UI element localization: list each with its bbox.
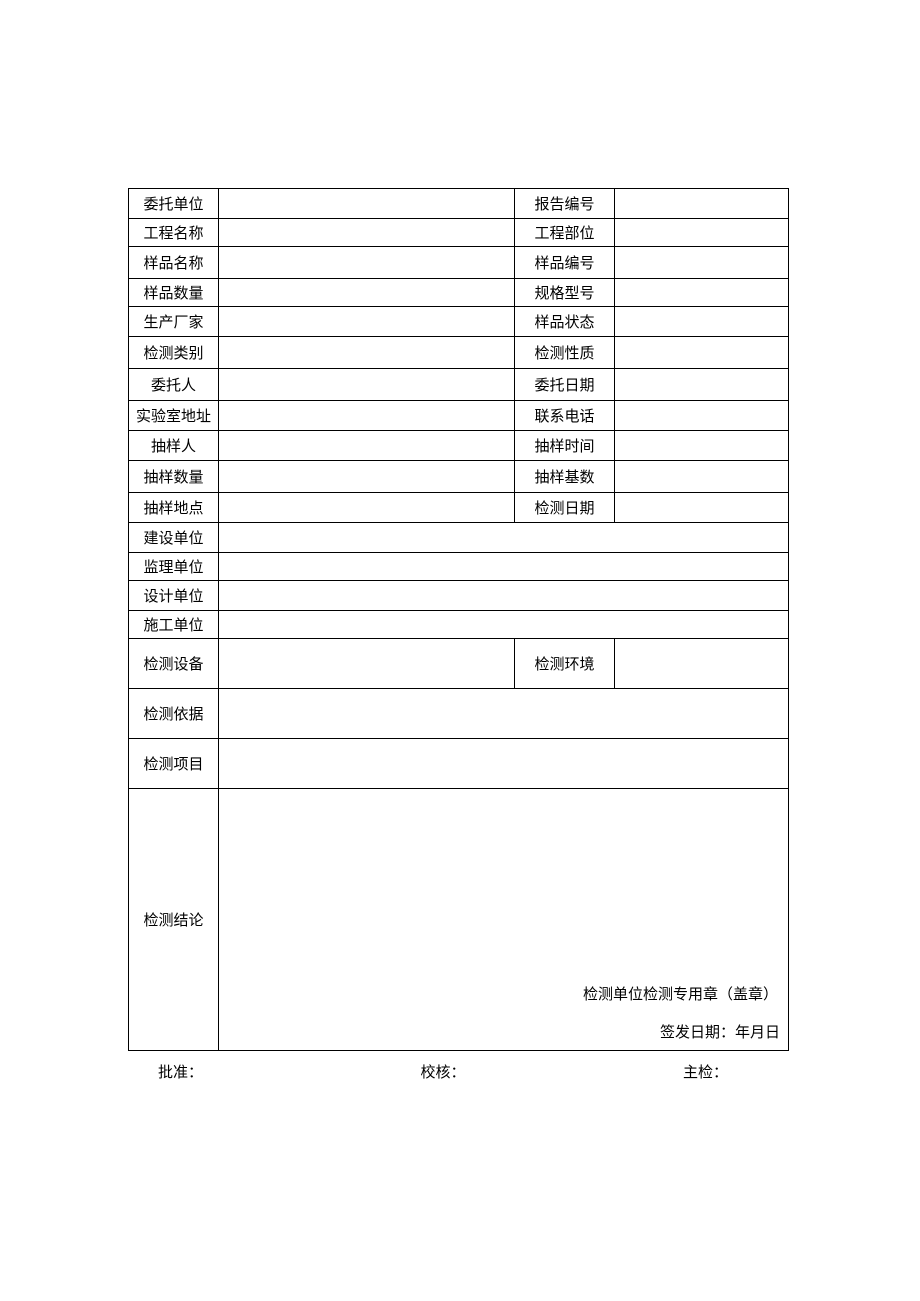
form-row: 工程名称 工程部位 <box>129 219 789 247</box>
form-row-span: 建设单位 <box>129 523 789 553</box>
form-row: 样品名称 样品编号 <box>129 247 789 279</box>
basis-label: 检测依据 <box>129 689 219 739</box>
basis-value <box>219 689 789 739</box>
form-row-span: 监理单位 <box>129 553 789 581</box>
equip-value-left <box>219 639 515 689</box>
row-value-left <box>219 369 515 401</box>
row-value-left <box>219 401 515 431</box>
row-value-right <box>615 431 789 461</box>
row-label-left: 样品数量 <box>129 279 219 307</box>
row-label-left: 样品名称 <box>129 247 219 279</box>
row-value <box>219 553 789 581</box>
row-value <box>219 523 789 553</box>
row-label-right: 委托日期 <box>515 369 615 401</box>
row-label-right: 检测性质 <box>515 337 615 369</box>
approve-label: 批准： <box>158 1061 203 1082</box>
form-row: 抽样地点 检测日期 <box>129 493 789 523</box>
form-row: 实验室地址 联系电话 <box>129 401 789 431</box>
row-label-left: 抽样数量 <box>129 461 219 493</box>
row-label-left: 委托人 <box>129 369 219 401</box>
row-label-right: 样品编号 <box>515 247 615 279</box>
row-value-right <box>615 461 789 493</box>
review-label: 校核： <box>420 1061 465 1082</box>
form-row: 生产厂家 样品状态 <box>129 307 789 337</box>
row-label: 设计单位 <box>129 581 219 611</box>
row-value-right <box>615 219 789 247</box>
row-label-right: 样品状态 <box>515 307 615 337</box>
equip-label-right: 检测环境 <box>515 639 615 689</box>
items-value <box>219 739 789 789</box>
row-value-left <box>219 247 515 279</box>
items-label: 检测项目 <box>129 739 219 789</box>
conclusion-row: 检测结论 检测单位检测专用章（盖章） 签发日期：年月日 <box>129 789 789 1051</box>
row-value-left <box>219 337 515 369</box>
row-value-left <box>219 461 515 493</box>
row-value-right <box>615 401 789 431</box>
form-row-span: 施工单位 <box>129 611 789 639</box>
inspect-label: 主检： <box>683 1061 728 1082</box>
row-label-left: 生产厂家 <box>129 307 219 337</box>
row-value-left <box>219 431 515 461</box>
row-value-right <box>615 307 789 337</box>
row-label-right: 规格型号 <box>515 279 615 307</box>
row-label-left: 抽样地点 <box>129 493 219 523</box>
inspection-form-table: 委托单位 报告编号 工程名称 工程部位 样品名称 样品编号 样品数量 规格型号 … <box>128 188 789 1051</box>
row-label-right: 联系电话 <box>515 401 615 431</box>
row-label-left: 抽样人 <box>129 431 219 461</box>
row-value-left <box>219 307 515 337</box>
row-value-left <box>219 189 515 219</box>
row-label-left: 检测类别 <box>129 337 219 369</box>
row-value <box>219 611 789 639</box>
row-label-left: 委托单位 <box>129 189 219 219</box>
row-value <box>219 581 789 611</box>
row-value-right <box>615 493 789 523</box>
row-value-right <box>615 279 789 307</box>
items-row: 检测项目 <box>129 739 789 789</box>
issue-date-text: 签发日期：年月日 <box>660 1021 780 1042</box>
basis-row: 检测依据 <box>129 689 789 739</box>
row-label-right: 工程部位 <box>515 219 615 247</box>
row-label-right: 报告编号 <box>515 189 615 219</box>
stamp-text: 检测单位检测专用章（盖章） <box>583 983 778 1004</box>
row-label: 建设单位 <box>129 523 219 553</box>
form-row: 抽样人 抽样时间 <box>129 431 789 461</box>
row-value-left <box>219 219 515 247</box>
form-row: 委托单位 报告编号 <box>129 189 789 219</box>
row-label-left: 工程名称 <box>129 219 219 247</box>
row-label-right: 抽样时间 <box>515 431 615 461</box>
row-value-left <box>219 493 515 523</box>
row-value-right <box>615 337 789 369</box>
form-row: 检测类别 检测性质 <box>129 337 789 369</box>
row-value-right <box>615 189 789 219</box>
equip-label-left: 检测设备 <box>129 639 219 689</box>
row-label-left: 实验室地址 <box>129 401 219 431</box>
conclusion-value: 检测单位检测专用章（盖章） 签发日期：年月日 <box>219 789 789 1051</box>
row-value-right <box>615 247 789 279</box>
form-row: 委托人 委托日期 <box>129 369 789 401</box>
form-row: 样品数量 规格型号 <box>129 279 789 307</box>
equipment-row: 检测设备 检测环境 <box>129 639 789 689</box>
equip-value-right <box>615 639 789 689</box>
conclusion-label: 检测结论 <box>129 789 219 1051</box>
footer-signatures: 批准： 校核： 主检： <box>128 1061 788 1082</box>
row-label: 施工单位 <box>129 611 219 639</box>
row-label: 监理单位 <box>129 553 219 581</box>
form-row: 抽样数量 抽样基数 <box>129 461 789 493</box>
form-row-span: 设计单位 <box>129 581 789 611</box>
row-label-right: 检测日期 <box>515 493 615 523</box>
row-label-right: 抽样基数 <box>515 461 615 493</box>
row-value-left <box>219 279 515 307</box>
row-value-right <box>615 369 789 401</box>
